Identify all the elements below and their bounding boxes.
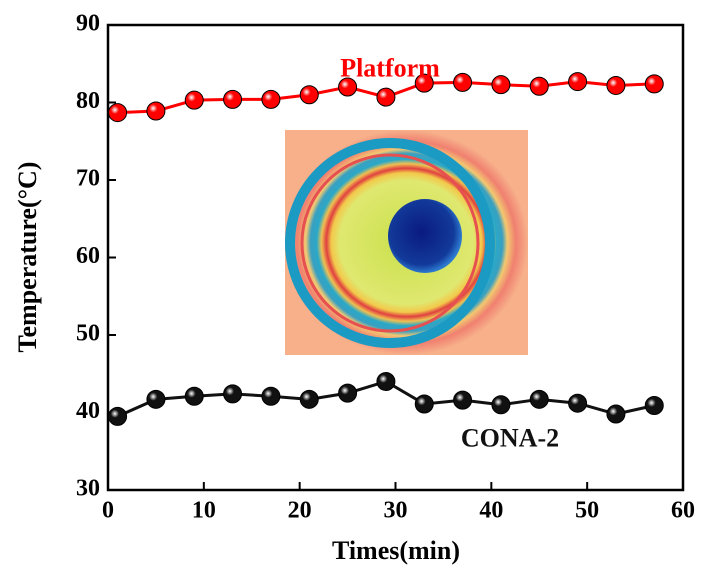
y-tick-label: 50 xyxy=(76,321,100,347)
marker xyxy=(569,73,587,91)
marker xyxy=(454,391,472,409)
marker xyxy=(300,86,318,104)
y-tick-label: 80 xyxy=(76,88,100,114)
marker xyxy=(262,90,280,108)
x-tick-label: 0 xyxy=(102,498,114,524)
marker xyxy=(645,397,663,415)
marker xyxy=(185,387,203,405)
y-tick-label: 70 xyxy=(76,166,100,192)
x-tick-label: 60 xyxy=(671,498,695,524)
marker xyxy=(224,385,242,403)
y-tick-label: 40 xyxy=(76,398,100,424)
marker xyxy=(262,387,280,405)
series-label: Platform xyxy=(340,54,440,83)
series-label: CONA-2 xyxy=(461,423,559,452)
marker xyxy=(300,390,318,408)
x-axis-label: Times(min) xyxy=(332,536,460,565)
page: {"chart_data": {"type": "line", "x_label… xyxy=(0,0,702,577)
marker xyxy=(607,405,625,423)
marker xyxy=(109,104,127,122)
inset-thermal-image xyxy=(285,130,528,355)
marker xyxy=(147,390,165,408)
marker xyxy=(454,73,472,91)
y-axis-label: Temperature(°C) xyxy=(13,162,42,353)
marker xyxy=(530,390,548,408)
marker xyxy=(569,394,587,412)
marker xyxy=(492,76,510,94)
marker xyxy=(415,395,433,413)
x-tick-label: 10 xyxy=(192,498,216,524)
y-tick-label: 60 xyxy=(76,243,100,269)
marker xyxy=(224,90,242,108)
x-tick-label: 40 xyxy=(479,498,503,524)
marker xyxy=(645,75,663,93)
marker xyxy=(109,407,127,425)
marker xyxy=(147,102,165,120)
x-tick-label: 50 xyxy=(575,498,599,524)
y-tick-label: 90 xyxy=(76,11,100,37)
marker xyxy=(185,91,203,109)
marker xyxy=(530,77,548,95)
chart: Times(min) Temperature(°C) 0 10 20 30 40 50 60… xyxy=(0,0,702,572)
marker xyxy=(492,396,510,414)
marker xyxy=(339,384,357,402)
marker xyxy=(607,76,625,94)
x-tick-label: 30 xyxy=(384,498,408,524)
x-tick-label: 20 xyxy=(288,498,312,524)
marker xyxy=(377,373,395,391)
y-tick-label: 30 xyxy=(76,476,100,502)
marker xyxy=(377,88,395,106)
